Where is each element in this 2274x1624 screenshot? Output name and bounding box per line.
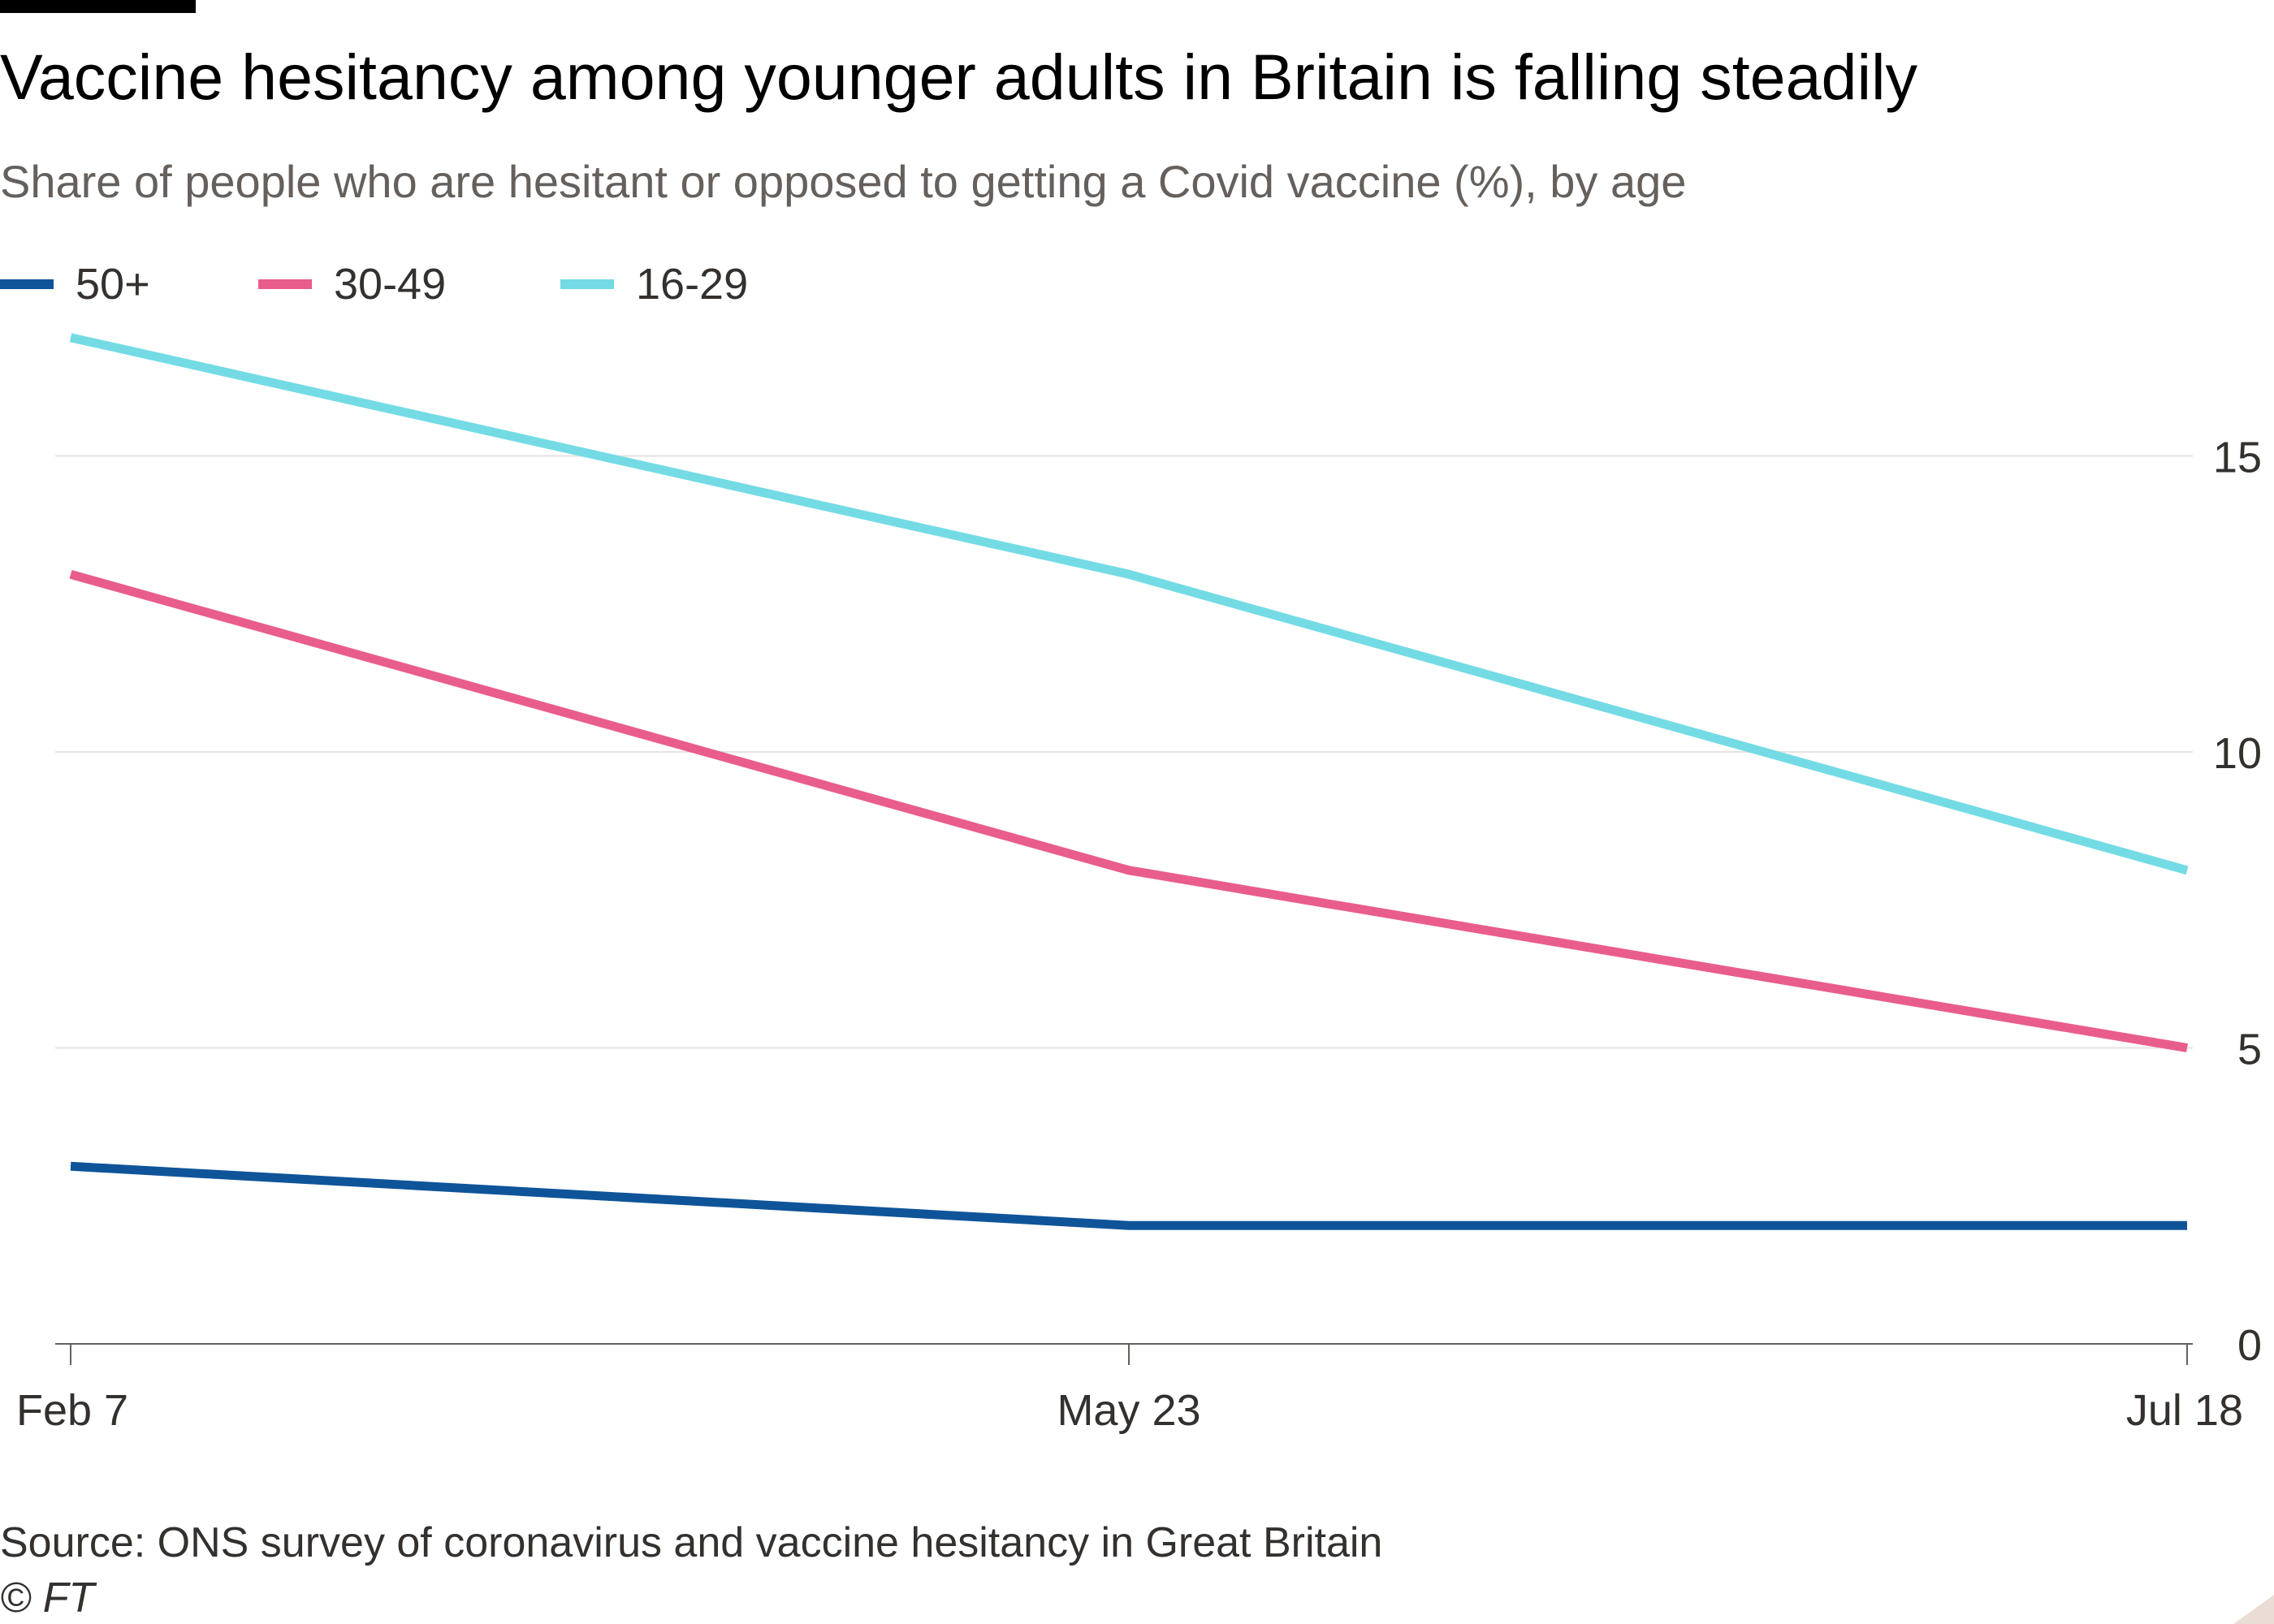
- legend-swatch-50-plus: [0, 279, 54, 289]
- series-line-30-49: [69, 570, 2188, 1052]
- x-tick-label-2: Jul 18: [2126, 1386, 2243, 1435]
- series-line-16-29: [69, 333, 2189, 875]
- top-accent-bar: [0, 0, 196, 13]
- y-tick-label-15: 15: [2213, 434, 2262, 482]
- x-tick-label-0: Feb 7: [16, 1386, 128, 1435]
- legend-item-50-plus: 50+: [0, 256, 150, 313]
- chart-title: Vaccine hesitancy among younger adults i…: [0, 41, 1918, 113]
- corner-fold-icon: [2233, 1595, 2274, 1624]
- copyright-note: © FT: [0, 1574, 95, 1622]
- x-tick-label-1: May 23: [1057, 1386, 1200, 1435]
- chart-subtitle: Share of people who are hesitant or oppo…: [0, 156, 1687, 207]
- series-line-50-: [70, 1161, 2187, 1230]
- legend-swatch-16-29: [560, 279, 614, 289]
- legend-item-16-29: 16-29: [560, 256, 748, 313]
- source-note: Source: ONS survey of coronavirus and va…: [0, 1519, 1383, 1566]
- legend-label-30-49: 30-49: [334, 260, 447, 309]
- y-tick-label-0: 0: [2237, 1321, 2262, 1370]
- legend: 50+ 30-49 16-29: [0, 256, 975, 313]
- legend-label-50-plus: 50+: [76, 260, 150, 309]
- y-tick-label-10: 10: [2213, 729, 2262, 778]
- y-tick-label-5: 5: [2237, 1026, 2262, 1074]
- legend-item-30-49: 30-49: [258, 256, 446, 313]
- legend-label-16-29: 16-29: [636, 260, 749, 309]
- legend-swatch-30-49: [258, 279, 312, 289]
